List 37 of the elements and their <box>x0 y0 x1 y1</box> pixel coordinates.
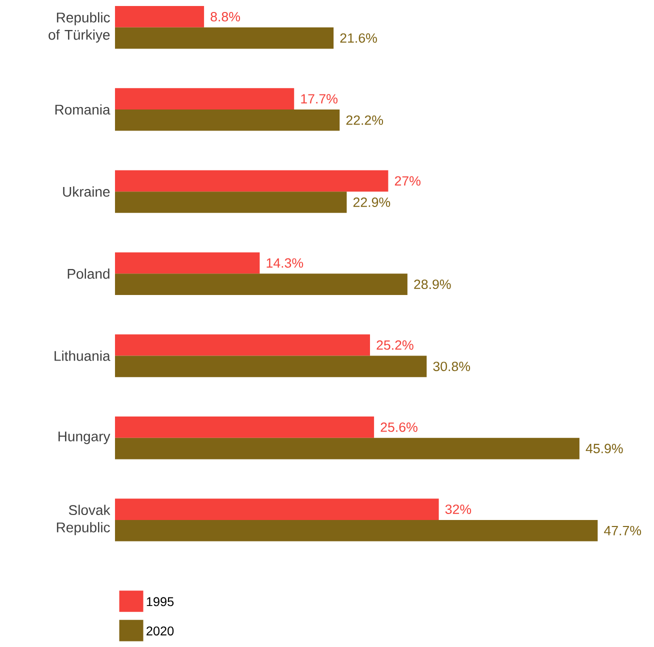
data-label: 27% <box>394 176 420 186</box>
y-tick-label: Romania <box>55 104 110 115</box>
data-label: 45.9% <box>586 444 623 454</box>
bar <box>114 109 340 131</box>
bar <box>114 170 388 192</box>
data-label: 25.6% <box>380 422 418 432</box>
bar <box>114 520 598 542</box>
y-tick-label: Republic of Türkiye <box>48 12 110 43</box>
data-label: 21.6% <box>340 33 377 43</box>
bar <box>114 252 260 274</box>
y-tick-label: Hungary <box>58 432 110 444</box>
data-label: 14.3% <box>266 258 304 268</box>
bar <box>114 356 427 378</box>
bar <box>114 274 408 295</box>
data-label: 47.7% <box>604 526 642 536</box>
data-label: 28.9% <box>414 280 451 290</box>
bar <box>114 498 439 520</box>
data-label: 17.7% <box>301 94 338 104</box>
y-tick-label: Lithuania <box>54 350 110 361</box>
data-label: 22.9% <box>353 198 390 207</box>
y-tick-label: Ukraine <box>63 186 110 197</box>
y-tick-label: Poland <box>68 268 110 279</box>
data-label: 25.2% <box>376 340 414 350</box>
bar <box>114 192 347 213</box>
bar <box>114 88 294 110</box>
bar <box>114 438 580 460</box>
bar <box>114 27 334 49</box>
data-label: 22.2% <box>346 115 384 125</box>
bar <box>114 6 204 28</box>
data-label: 32% <box>445 504 472 514</box>
data-label: 8.8% <box>210 12 240 22</box>
legend-label: 2020 <box>146 626 174 636</box>
bar <box>114 416 374 438</box>
data-label: 30.8% <box>433 362 470 372</box>
legend-label: 1995 <box>146 597 174 606</box>
y-tick-label: Slovak Republic <box>56 504 110 536</box>
bar <box>114 334 370 356</box>
